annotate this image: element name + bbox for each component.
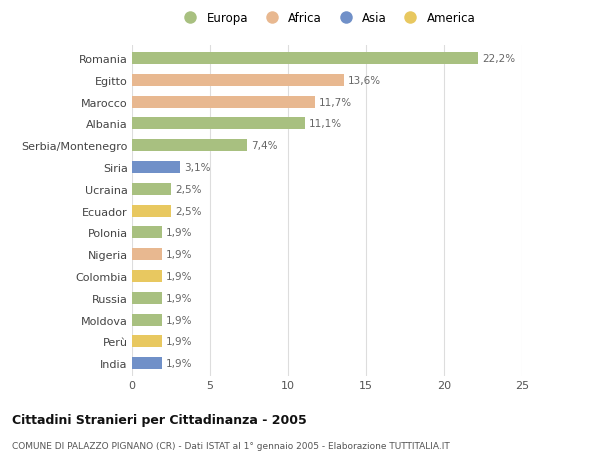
Text: 2,5%: 2,5% <box>175 206 202 216</box>
Text: 3,1%: 3,1% <box>184 162 211 173</box>
Text: 22,2%: 22,2% <box>482 54 515 64</box>
Text: 1,9%: 1,9% <box>166 315 192 325</box>
Bar <box>132 205 171 217</box>
Text: Cittadini Stranieri per Cittadinanza - 2005: Cittadini Stranieri per Cittadinanza - 2… <box>12 413 307 426</box>
Legend: Europa, Africa, Asia, America: Europa, Africa, Asia, America <box>178 12 476 25</box>
Bar <box>132 358 161 369</box>
Bar <box>132 184 171 196</box>
Bar <box>132 53 478 65</box>
Text: 1,9%: 1,9% <box>166 228 192 238</box>
Text: 2,5%: 2,5% <box>175 185 202 195</box>
Text: 11,7%: 11,7% <box>319 97 352 107</box>
Bar <box>132 249 161 261</box>
Text: 1,9%: 1,9% <box>166 250 192 260</box>
Text: 1,9%: 1,9% <box>166 336 192 347</box>
Bar <box>132 314 161 326</box>
Bar <box>132 140 247 152</box>
Bar <box>132 336 161 347</box>
Bar <box>132 96 314 108</box>
Bar <box>132 227 161 239</box>
Text: 1,9%: 1,9% <box>166 358 192 368</box>
Bar <box>132 162 181 174</box>
Bar <box>132 270 161 282</box>
Text: 13,6%: 13,6% <box>348 76 381 86</box>
Text: COMUNE DI PALAZZO PIGNANO (CR) - Dati ISTAT al 1° gennaio 2005 - Elaborazione TU: COMUNE DI PALAZZO PIGNANO (CR) - Dati IS… <box>12 441 450 450</box>
Bar <box>132 75 344 87</box>
Text: 11,1%: 11,1% <box>309 119 342 129</box>
Text: 1,9%: 1,9% <box>166 271 192 281</box>
Text: 1,9%: 1,9% <box>166 293 192 303</box>
Bar <box>132 118 305 130</box>
Text: 7,4%: 7,4% <box>251 141 278 151</box>
Bar <box>132 292 161 304</box>
